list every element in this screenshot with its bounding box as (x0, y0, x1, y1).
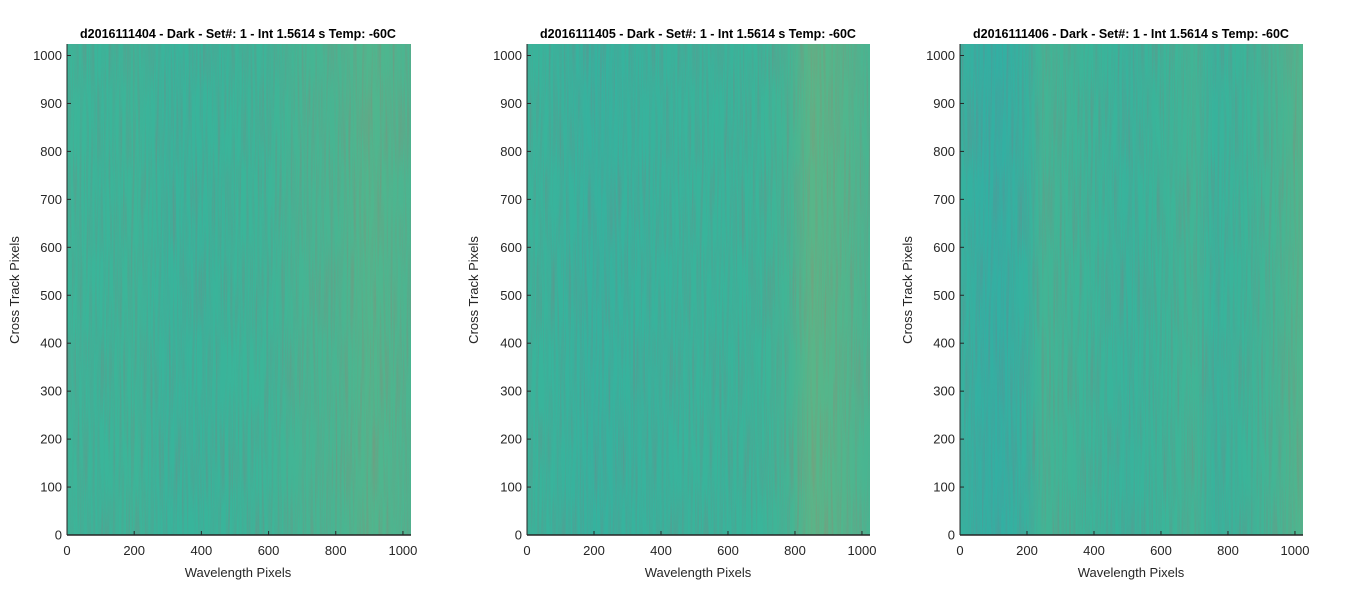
panel-2-heatmap-texture (527, 44, 870, 535)
heatmap-panel-3: d2016111406 - Dark - Set#: 1 - Int 1.561… (900, 27, 1309, 580)
y-tick-label: 700 (40, 192, 62, 207)
panel-1-heatmap-texture (67, 44, 411, 535)
y-tick-label: 900 (933, 96, 955, 111)
y-tick-label: 800 (500, 144, 522, 159)
y-tick-label: 0 (55, 528, 62, 543)
panel-2-y-ticks: 0 100 200 300 400 500 600 700 800 900 1000 (493, 48, 531, 543)
x-tick-label: 800 (1217, 543, 1239, 558)
y-tick-label: 1000 (493, 48, 522, 63)
heatmap-panel-2: d2016111405 - Dark - Set#: 1 - Int 1.561… (466, 27, 876, 580)
panel-3-title: d2016111406 - Dark - Set#: 1 - Int 1.561… (973, 27, 1289, 41)
x-tick-label: 0 (956, 543, 963, 558)
panel-3-x-ticks: 0 200 400 600 800 1000 (956, 531, 1309, 558)
y-tick-label: 900 (500, 96, 522, 111)
panel-2-x-ticks: 0 200 400 600 800 1000 (523, 531, 876, 558)
y-tick-label: 0 (515, 528, 522, 543)
x-tick-label: 600 (1150, 543, 1172, 558)
x-tick-label: 800 (784, 543, 806, 558)
panel-1-x-axis-label: Wavelength Pixels (185, 565, 292, 580)
x-tick-label: 0 (63, 543, 70, 558)
panel-1-y-axis-label: Cross Track Pixels (7, 236, 22, 344)
y-tick-label: 600 (933, 240, 955, 255)
y-tick-label: 0 (948, 528, 955, 543)
panel-1-title: d2016111404 - Dark - Set#: 1 - Int 1.561… (80, 27, 396, 41)
y-tick-label: 900 (40, 96, 62, 111)
panel-3-y-ticks: 0 100 200 300 400 500 600 700 800 900 1000 (926, 48, 964, 543)
x-tick-label: 600 (717, 543, 739, 558)
x-tick-label: 200 (1016, 543, 1038, 558)
x-tick-label: 1000 (388, 543, 417, 558)
x-tick-label: 200 (123, 543, 145, 558)
y-tick-label: 1000 (33, 48, 62, 63)
y-tick-label: 700 (933, 192, 955, 207)
y-tick-label: 200 (500, 432, 522, 447)
y-tick-label: 400 (40, 336, 62, 351)
y-tick-label: 300 (933, 384, 955, 399)
y-tick-label: 800 (40, 144, 62, 159)
x-tick-label: 400 (650, 543, 672, 558)
y-tick-label: 500 (933, 288, 955, 303)
y-tick-label: 200 (40, 432, 62, 447)
x-tick-label: 800 (325, 543, 347, 558)
y-tick-label: 200 (933, 432, 955, 447)
y-tick-label: 800 (933, 144, 955, 159)
y-tick-label: 300 (500, 384, 522, 399)
panel-3-y-axis-label: Cross Track Pixels (900, 236, 915, 344)
y-tick-label: 500 (40, 288, 62, 303)
panel-1-x-ticks: 0 200 400 600 800 1000 (63, 531, 417, 558)
y-tick-label: 1000 (926, 48, 955, 63)
x-tick-label: 200 (583, 543, 605, 558)
panel-3-heatmap-texture (960, 44, 1303, 535)
y-tick-label: 600 (500, 240, 522, 255)
y-tick-label: 400 (500, 336, 522, 351)
panel-2-x-axis-label: Wavelength Pixels (645, 565, 752, 580)
y-tick-label: 100 (40, 480, 62, 495)
x-tick-label: 400 (191, 543, 213, 558)
x-tick-label: 400 (1083, 543, 1105, 558)
y-tick-label: 600 (40, 240, 62, 255)
panel-1-y-ticks: 0 100 200 300 400 500 600 700 800 900 1000 (33, 48, 71, 543)
x-tick-label: 0 (523, 543, 530, 558)
y-tick-label: 700 (500, 192, 522, 207)
x-tick-label: 600 (258, 543, 280, 558)
x-tick-label: 1000 (848, 543, 877, 558)
y-tick-label: 300 (40, 384, 62, 399)
panel-2-title: d2016111405 - Dark - Set#: 1 - Int 1.561… (540, 27, 856, 41)
y-tick-label: 400 (933, 336, 955, 351)
heatmap-panel-1: d2016111404 - Dark - Set#: 1 - Int 1.561… (7, 27, 417, 580)
y-tick-label: 500 (500, 288, 522, 303)
y-tick-label: 100 (933, 480, 955, 495)
y-tick-label: 100 (500, 480, 522, 495)
x-tick-label: 1000 (1281, 543, 1310, 558)
panel-3-x-axis-label: Wavelength Pixels (1078, 565, 1185, 580)
panel-2-y-axis-label: Cross Track Pixels (466, 236, 481, 344)
